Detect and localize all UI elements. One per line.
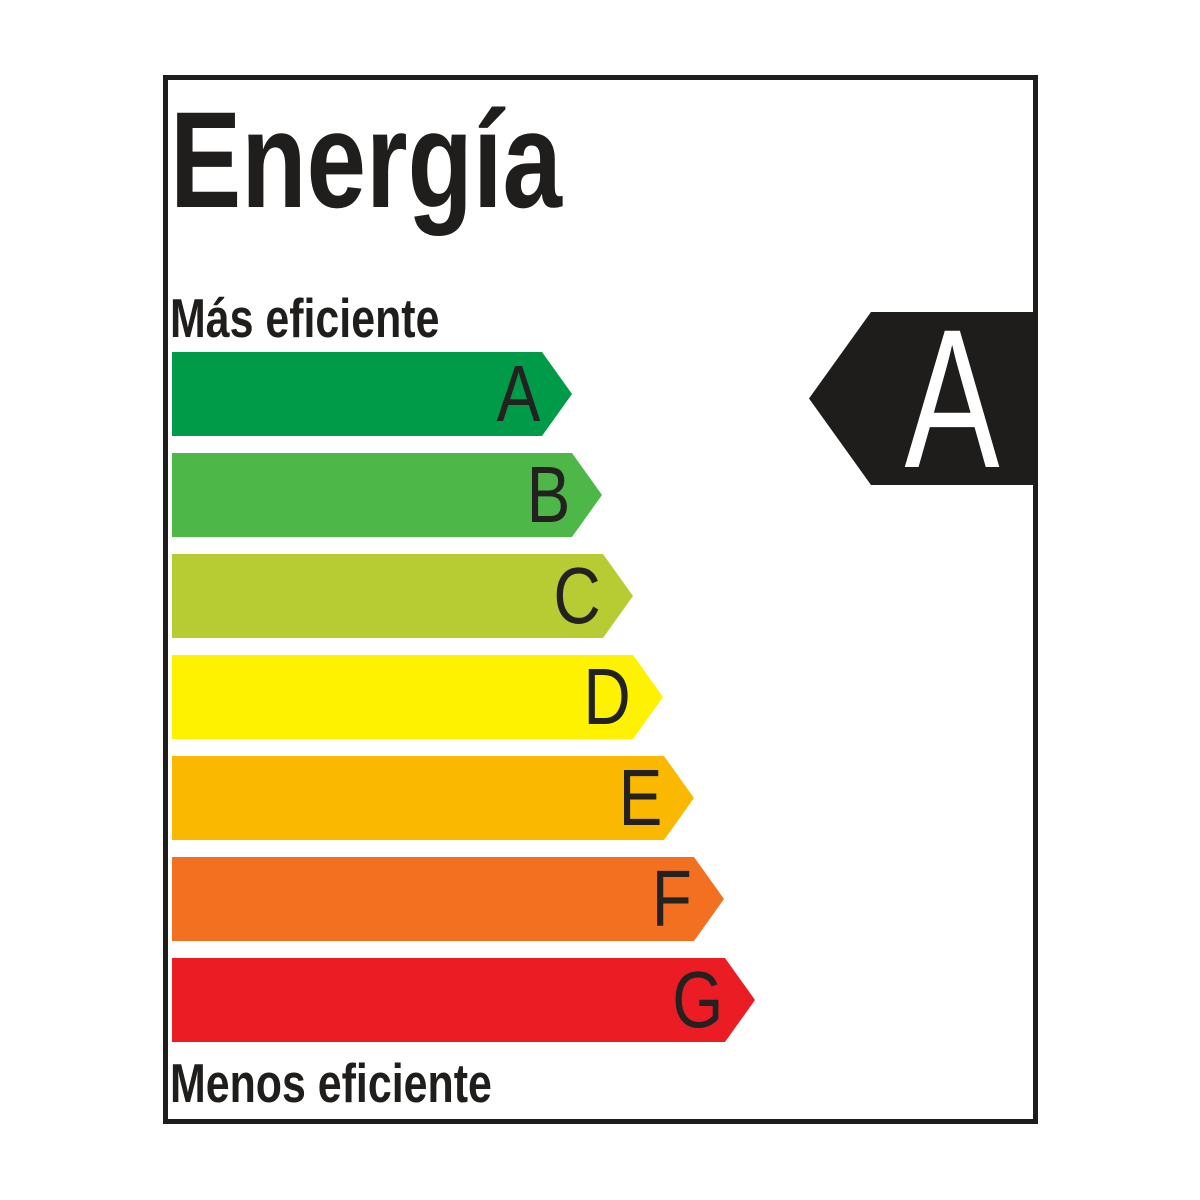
energy-bar-b: B (172, 453, 602, 537)
energy-label: Energía Más eficiente A B C D E F G Meno… (163, 75, 1038, 1124)
energy-bar-d: D (172, 655, 663, 739)
energy-bar-c: C (172, 554, 633, 638)
bar-letter-d: D (583, 652, 631, 741)
bar-letter-c: C (553, 551, 601, 640)
rating-scale: A B C D E F G (172, 352, 755, 1059)
rating-arrow-left-icon: A (809, 312, 1033, 485)
energy-bar-e: E (172, 756, 694, 840)
caption-most-efficient: Más eficiente (170, 287, 440, 349)
bar-letter-g: G (671, 955, 723, 1044)
bar-letter-a: A (496, 349, 540, 438)
energy-bar-f: F (172, 857, 724, 941)
label-title: Energía (170, 84, 562, 237)
caption-least-efficient: Menos eficiente (170, 1052, 492, 1114)
bar-letter-b: B (526, 450, 570, 539)
bar-letter-f: F (651, 854, 692, 943)
energy-bar-a: A (172, 352, 572, 436)
rating-letter: A (904, 287, 1000, 509)
bar-letter-e: E (618, 753, 662, 842)
energy-bar-g: G (172, 958, 755, 1042)
